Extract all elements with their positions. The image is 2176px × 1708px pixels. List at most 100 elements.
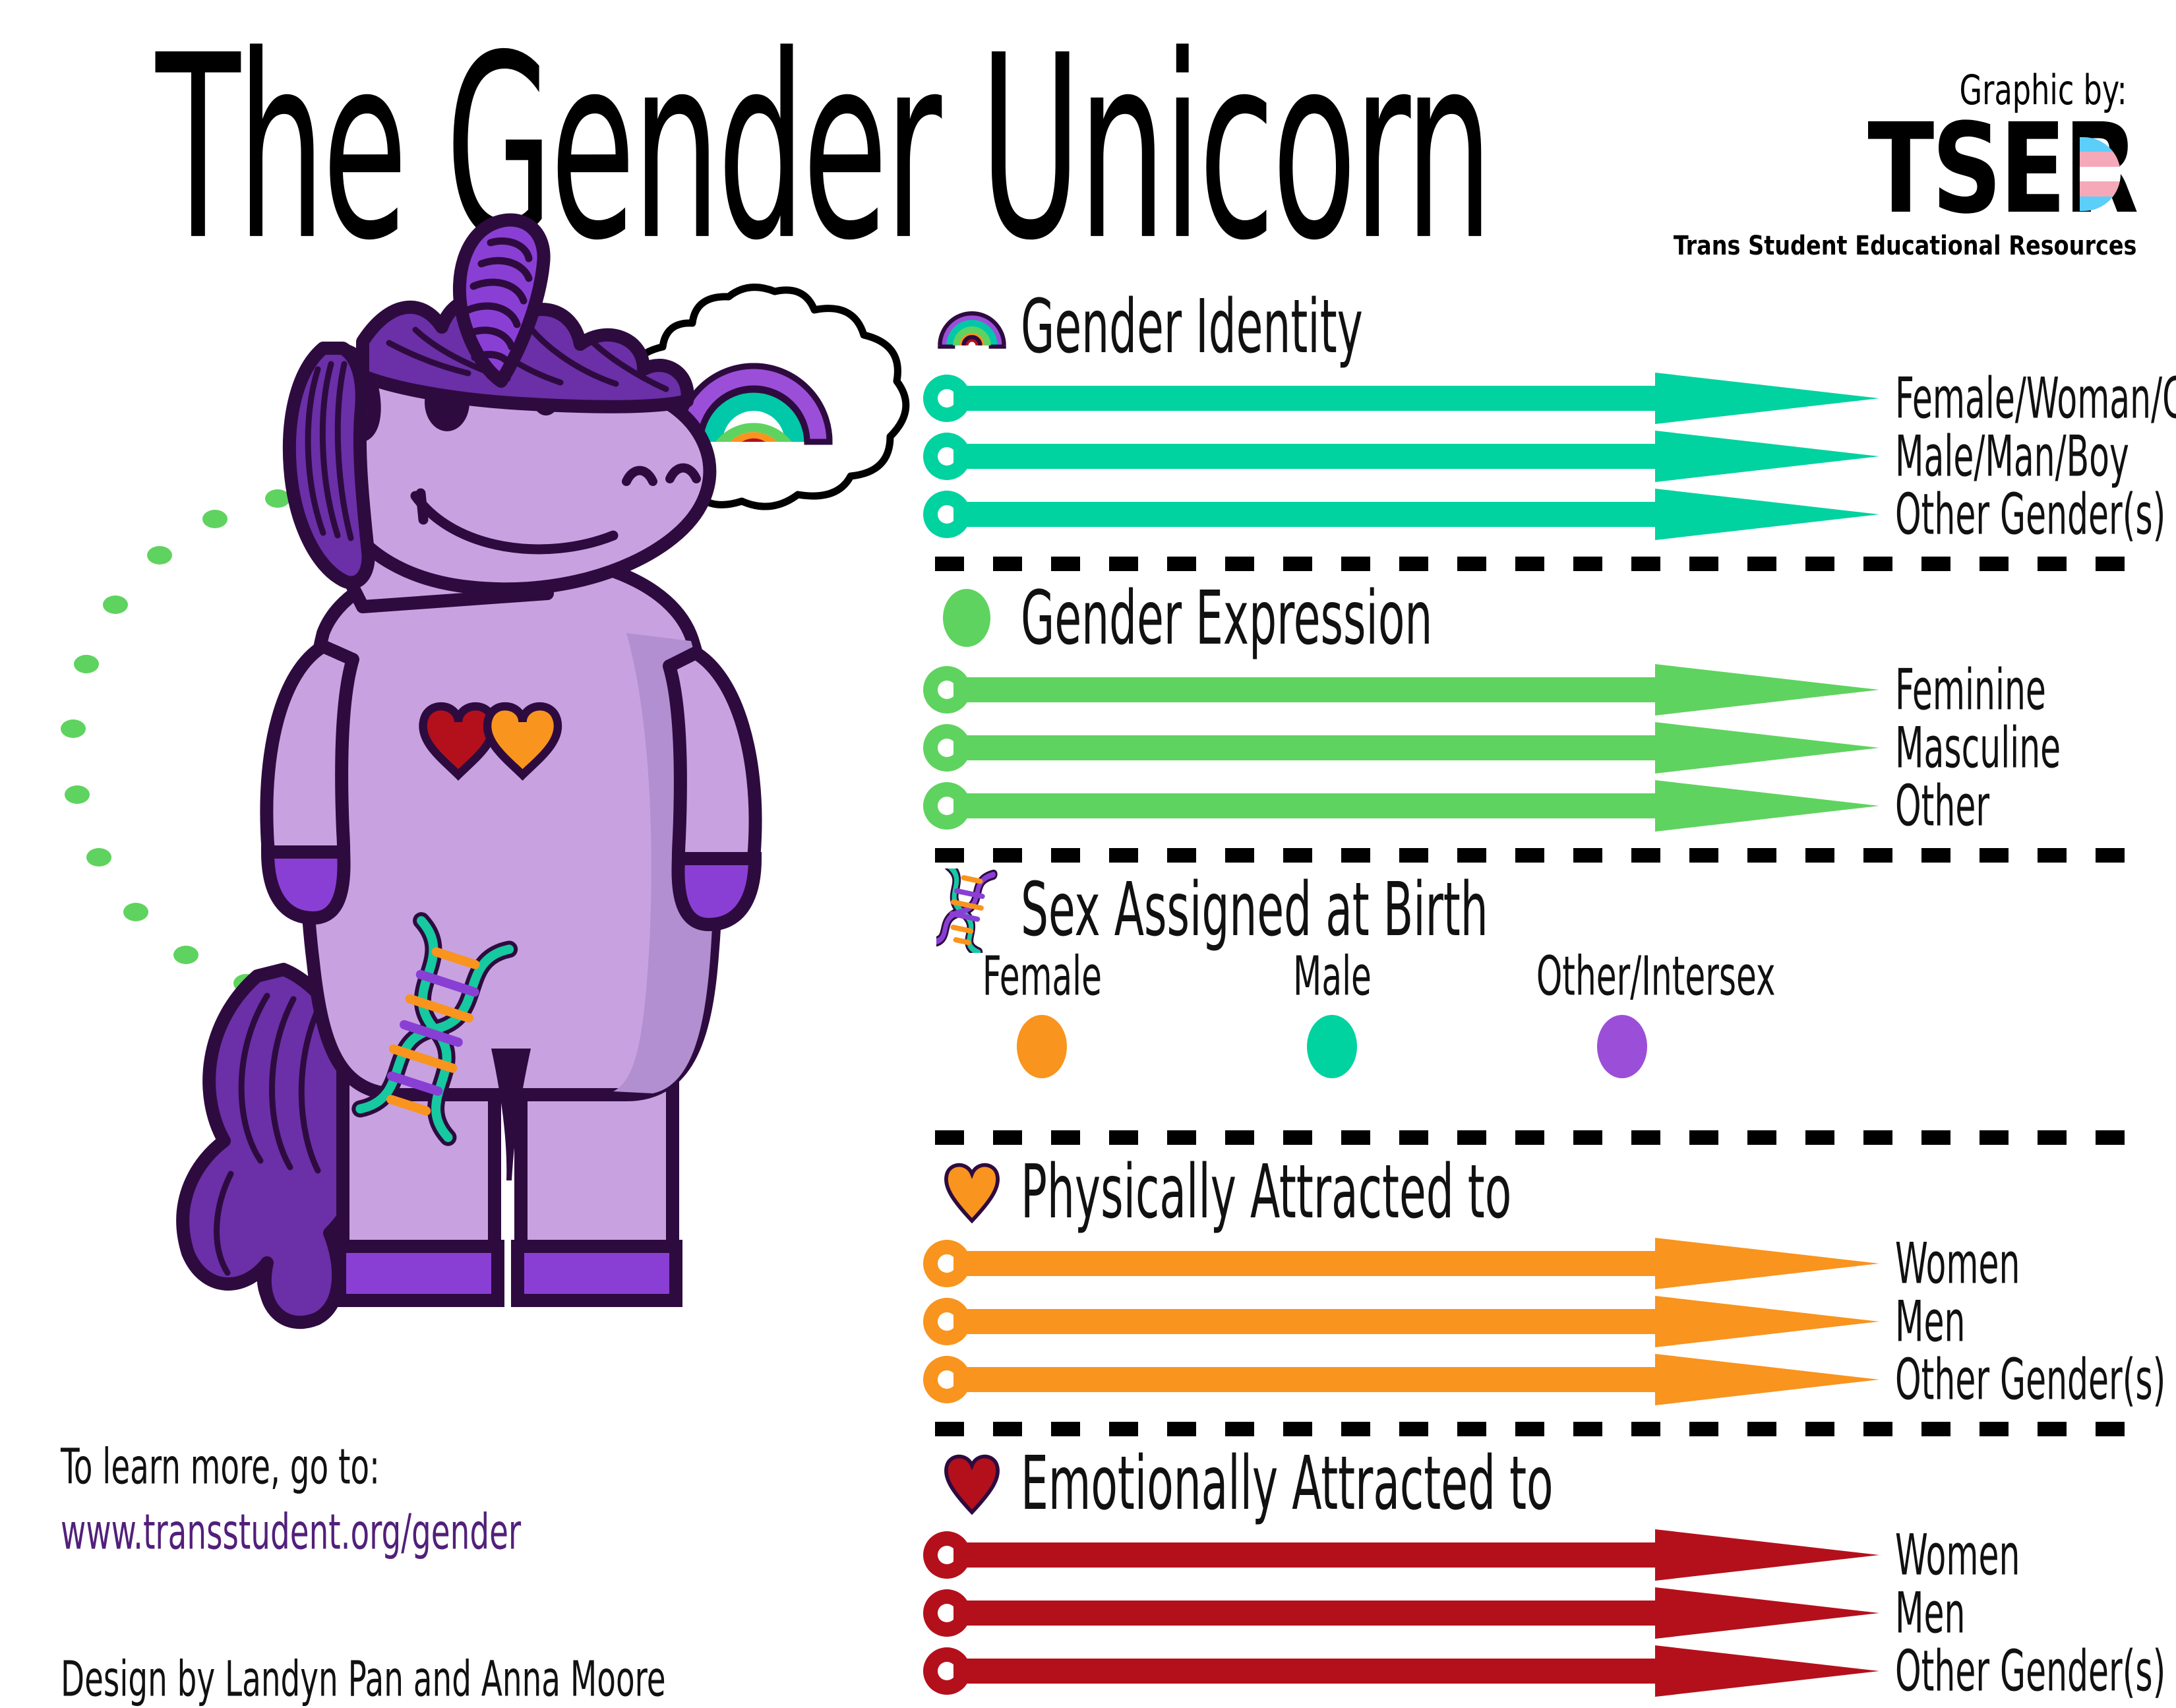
- spectrum-arrow[interactable]: [923, 373, 1879, 424]
- arrow-shaft: [953, 793, 1662, 818]
- spectrum-arrow[interactable]: [923, 1296, 1879, 1347]
- design-credit: Design by Landyn Pan and Anna Moore: [61, 1650, 666, 1708]
- spectrum-row-label: Feminine: [1895, 656, 2046, 723]
- spectrum-row-label: Other: [1895, 772, 1990, 839]
- spectrum-row-label: Other Gender(s): [1895, 1346, 2166, 1413]
- spectrum-row[interactable]: Male/Man/Boy: [923, 423, 2143, 489]
- arrow-head: [1655, 780, 1879, 832]
- arrow-shaft: [953, 444, 1662, 469]
- arrow-head: [1655, 489, 1879, 540]
- dna-icon: [926, 860, 1008, 958]
- green-dot: [123, 902, 149, 921]
- section-divider: [935, 848, 2131, 864]
- section-divider: [935, 1130, 2131, 1146]
- spectrum-arrow[interactable]: [923, 1529, 1879, 1581]
- arrow-shaft: [953, 735, 1662, 760]
- sab-option[interactable]: Other/Intersex: [1510, 946, 1776, 1078]
- sab-label: Other/Intersex: [1536, 946, 1776, 1008]
- heart-badge-icon: [419, 702, 562, 781]
- arrow-shaft: [953, 1367, 1662, 1392]
- arrow-head: [1655, 1238, 1879, 1289]
- spectrum-row-label: Men: [1895, 1579, 1966, 1647]
- spectrum-arrow[interactable]: [923, 722, 1879, 774]
- spectrum-arrow[interactable]: [923, 431, 1879, 482]
- spectrum-row-label: Female/Woman/Girl: [1895, 365, 2176, 432]
- green-dot: [73, 654, 99, 673]
- rainbow-icon: [936, 295, 1008, 358]
- section-title: Gender Identity: [1021, 283, 1363, 370]
- arrow-head: [1655, 1645, 1879, 1697]
- spectrum-row[interactable]: Men: [923, 1289, 2143, 1355]
- arrow-head: [1655, 1354, 1879, 1405]
- spectrum-arrow[interactable]: [923, 1354, 1879, 1405]
- spectrum-row[interactable]: Female/Woman/Girl: [923, 365, 2176, 431]
- section-header: Sex Assigned at Birth: [926, 860, 2143, 958]
- arrow-shaft: [953, 1251, 1662, 1276]
- spectrum-row-label: Other Gender(s): [1895, 481, 2166, 548]
- green-dot: [173, 946, 199, 965]
- green-dot: [65, 785, 90, 804]
- spectrum-row[interactable]: Other Gender(s): [923, 1347, 2165, 1413]
- spectrum-arrow[interactable]: [923, 489, 1879, 540]
- arrow-head: [1655, 1587, 1879, 1639]
- green-circle-icon: [943, 589, 990, 647]
- arrow-origin-knob[interactable]: [923, 724, 971, 772]
- section-sex-assigned-at-birth: Sex Assigned at Birth Female Male Other/Int…: [923, 860, 2143, 1117]
- sab-option[interactable]: Male: [1220, 946, 1444, 1078]
- spectrum-row[interactable]: Other Gender(s): [923, 1638, 2165, 1704]
- arrow-head: [1655, 431, 1879, 482]
- spectrum-row[interactable]: Feminine: [923, 657, 2143, 723]
- tser-subtitle: Trans Student Educational Resources: [1673, 231, 2136, 261]
- section-emotionally-attracted-to: Emotionally Attracted to Women Men Other Ge…: [923, 1440, 2165, 1704]
- spectrum-arrow[interactable]: [923, 780, 1879, 832]
- sab-label: Male: [1292, 946, 1372, 1008]
- section-physically-attracted-to: Physically Attracted to Women Men Other Gen…: [923, 1149, 2165, 1413]
- dna-icon: [926, 860, 998, 958]
- section-header: Gender Expression: [936, 575, 2143, 661]
- spectrum-row-label: Masculine: [1895, 714, 2061, 781]
- arrow-origin-knob[interactable]: [923, 666, 971, 714]
- green-dot: [265, 489, 291, 508]
- spectrum-row[interactable]: Other Gender(s): [923, 481, 2165, 547]
- spectrum-rows: Women Men Other Gender(s): [923, 1231, 2165, 1413]
- graphic-by-label: Graphic by:: [1959, 66, 2127, 114]
- spectrum-arrow[interactable]: [923, 1645, 1879, 1697]
- spectrum-arrow[interactable]: [923, 1238, 1879, 1289]
- spectrum-row-label: Other Gender(s): [1895, 1637, 2166, 1705]
- spectrum-row[interactable]: Women: [923, 1231, 2143, 1296]
- arrow-shaft: [953, 386, 1662, 411]
- red-heart-icon: [944, 1454, 1000, 1515]
- spectrum-row[interactable]: Other: [923, 773, 2143, 839]
- sab-dot[interactable]: [1017, 1015, 1067, 1078]
- green-dot: [202, 510, 227, 529]
- arrow-shaft: [953, 1309, 1662, 1334]
- arrow-shaft: [953, 1542, 1662, 1568]
- arrow-shaft: [953, 1601, 1662, 1626]
- page-title: The Gender Unicorn: [156, 1, 1493, 296]
- tser-logo-block: Graphic by: TSER Trans Student Education…: [1673, 66, 2150, 264]
- red-heart-icon: [936, 1451, 1008, 1515]
- spectrum-arrow[interactable]: [923, 1587, 1879, 1639]
- sab-dot[interactable]: [1597, 1015, 1647, 1078]
- spectrum-row-label: Men: [1895, 1288, 1966, 1355]
- spectrum-arrow[interactable]: [923, 664, 1879, 716]
- orange-heart-icon: [936, 1160, 1008, 1224]
- arrow-shaft: [953, 502, 1662, 527]
- arrow-shaft: [953, 677, 1662, 702]
- sab-dot[interactable]: [1307, 1015, 1357, 1078]
- arrow-head: [1655, 722, 1879, 774]
- spectrum-row-label: Women: [1895, 1521, 2020, 1589]
- section-title: Gender Expression: [1021, 574, 1433, 661]
- sab-option[interactable]: Female: [930, 946, 1154, 1078]
- section-gender-identity: Gender IdentityFemale/Woman/GirlMale/Man…: [923, 284, 2176, 547]
- arrow-origin-knob[interactable]: [923, 1356, 971, 1403]
- orange-heart-icon: [944, 1163, 1000, 1224]
- spectrum-row[interactable]: Men: [923, 1580, 2143, 1646]
- green-circle-icon: [936, 586, 1008, 650]
- spectrum-row[interactable]: Women: [923, 1522, 2143, 1588]
- spectrum-row-label: Male/Man/Boy: [1895, 423, 2129, 490]
- sab-label: Female: [982, 946, 1102, 1008]
- spectrum-row[interactable]: Masculine: [923, 715, 2143, 781]
- website-link[interactable]: www.transstudent.org/gender: [61, 1503, 522, 1561]
